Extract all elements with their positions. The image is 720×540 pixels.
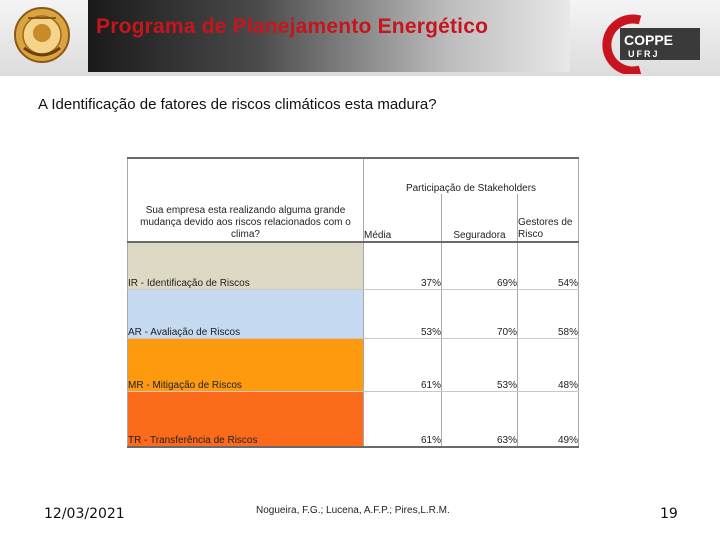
cell-media: 37%: [363, 242, 442, 290]
coppe-logo-icon: COPPE UFRJ: [602, 14, 700, 74]
survey-question-header: Sua empresa esta realizando alguma grand…: [127, 157, 364, 243]
cell-gestores: 49%: [517, 391, 579, 448]
slide-question: A Identificação de fatores de riscos cli…: [38, 96, 437, 113]
column-header-media: Média: [363, 193, 442, 244]
column-header-gestores: Gestores de Risco: [517, 193, 579, 244]
row-label: TR - Transferência de Riscos: [127, 391, 364, 448]
cell-gestores: 58%: [517, 289, 579, 339]
stakeholder-table: Sua empresa esta realizando alguma grand…: [127, 157, 579, 448]
table-row: IR - Identificação de Riscos 37% 69% 54%: [127, 242, 579, 290]
title-banner: [88, 0, 570, 72]
table-row: TR - Transferência de Riscos 61% 63% 49%: [127, 391, 579, 448]
stakeholder-group-header: Participação de Stakeholders: [363, 157, 579, 194]
ufrj-seal-icon: [14, 7, 70, 63]
program-title: Programa de Planejamento Energético: [96, 15, 489, 38]
cell-seguradora: 69%: [441, 242, 518, 290]
footer-authors: Nogueira, F.G.; Lucena, A.F.P.; Pires,L.…: [256, 505, 450, 516]
row-label: MR - Mitigação de Riscos: [127, 338, 364, 392]
cell-media: 61%: [363, 338, 442, 392]
cell-gestores: 54%: [517, 242, 579, 290]
cell-gestores: 48%: [517, 338, 579, 392]
page-number: 19: [660, 506, 678, 522]
cell-seguradora: 53%: [441, 338, 518, 392]
cell-media: 53%: [363, 289, 442, 339]
cell-seguradora: 70%: [441, 289, 518, 339]
table-row: MR - Mitigação de Riscos 61% 53% 48%: [127, 338, 579, 392]
row-label: IR - Identificação de Riscos: [127, 242, 364, 290]
row-label: AR - Avaliação de Riscos: [127, 289, 364, 339]
column-header-seguradora: Seguradora: [441, 193, 518, 244]
cell-media: 61%: [363, 391, 442, 448]
cell-seguradora: 63%: [441, 391, 518, 448]
ufrj-logo-text: UFRJ: [628, 49, 660, 59]
coppe-logo-text: COPPE: [624, 32, 673, 48]
table-row: AR - Avaliação de Riscos 53% 70% 58%: [127, 289, 579, 339]
footer-date: 12/03/2021: [44, 506, 125, 522]
